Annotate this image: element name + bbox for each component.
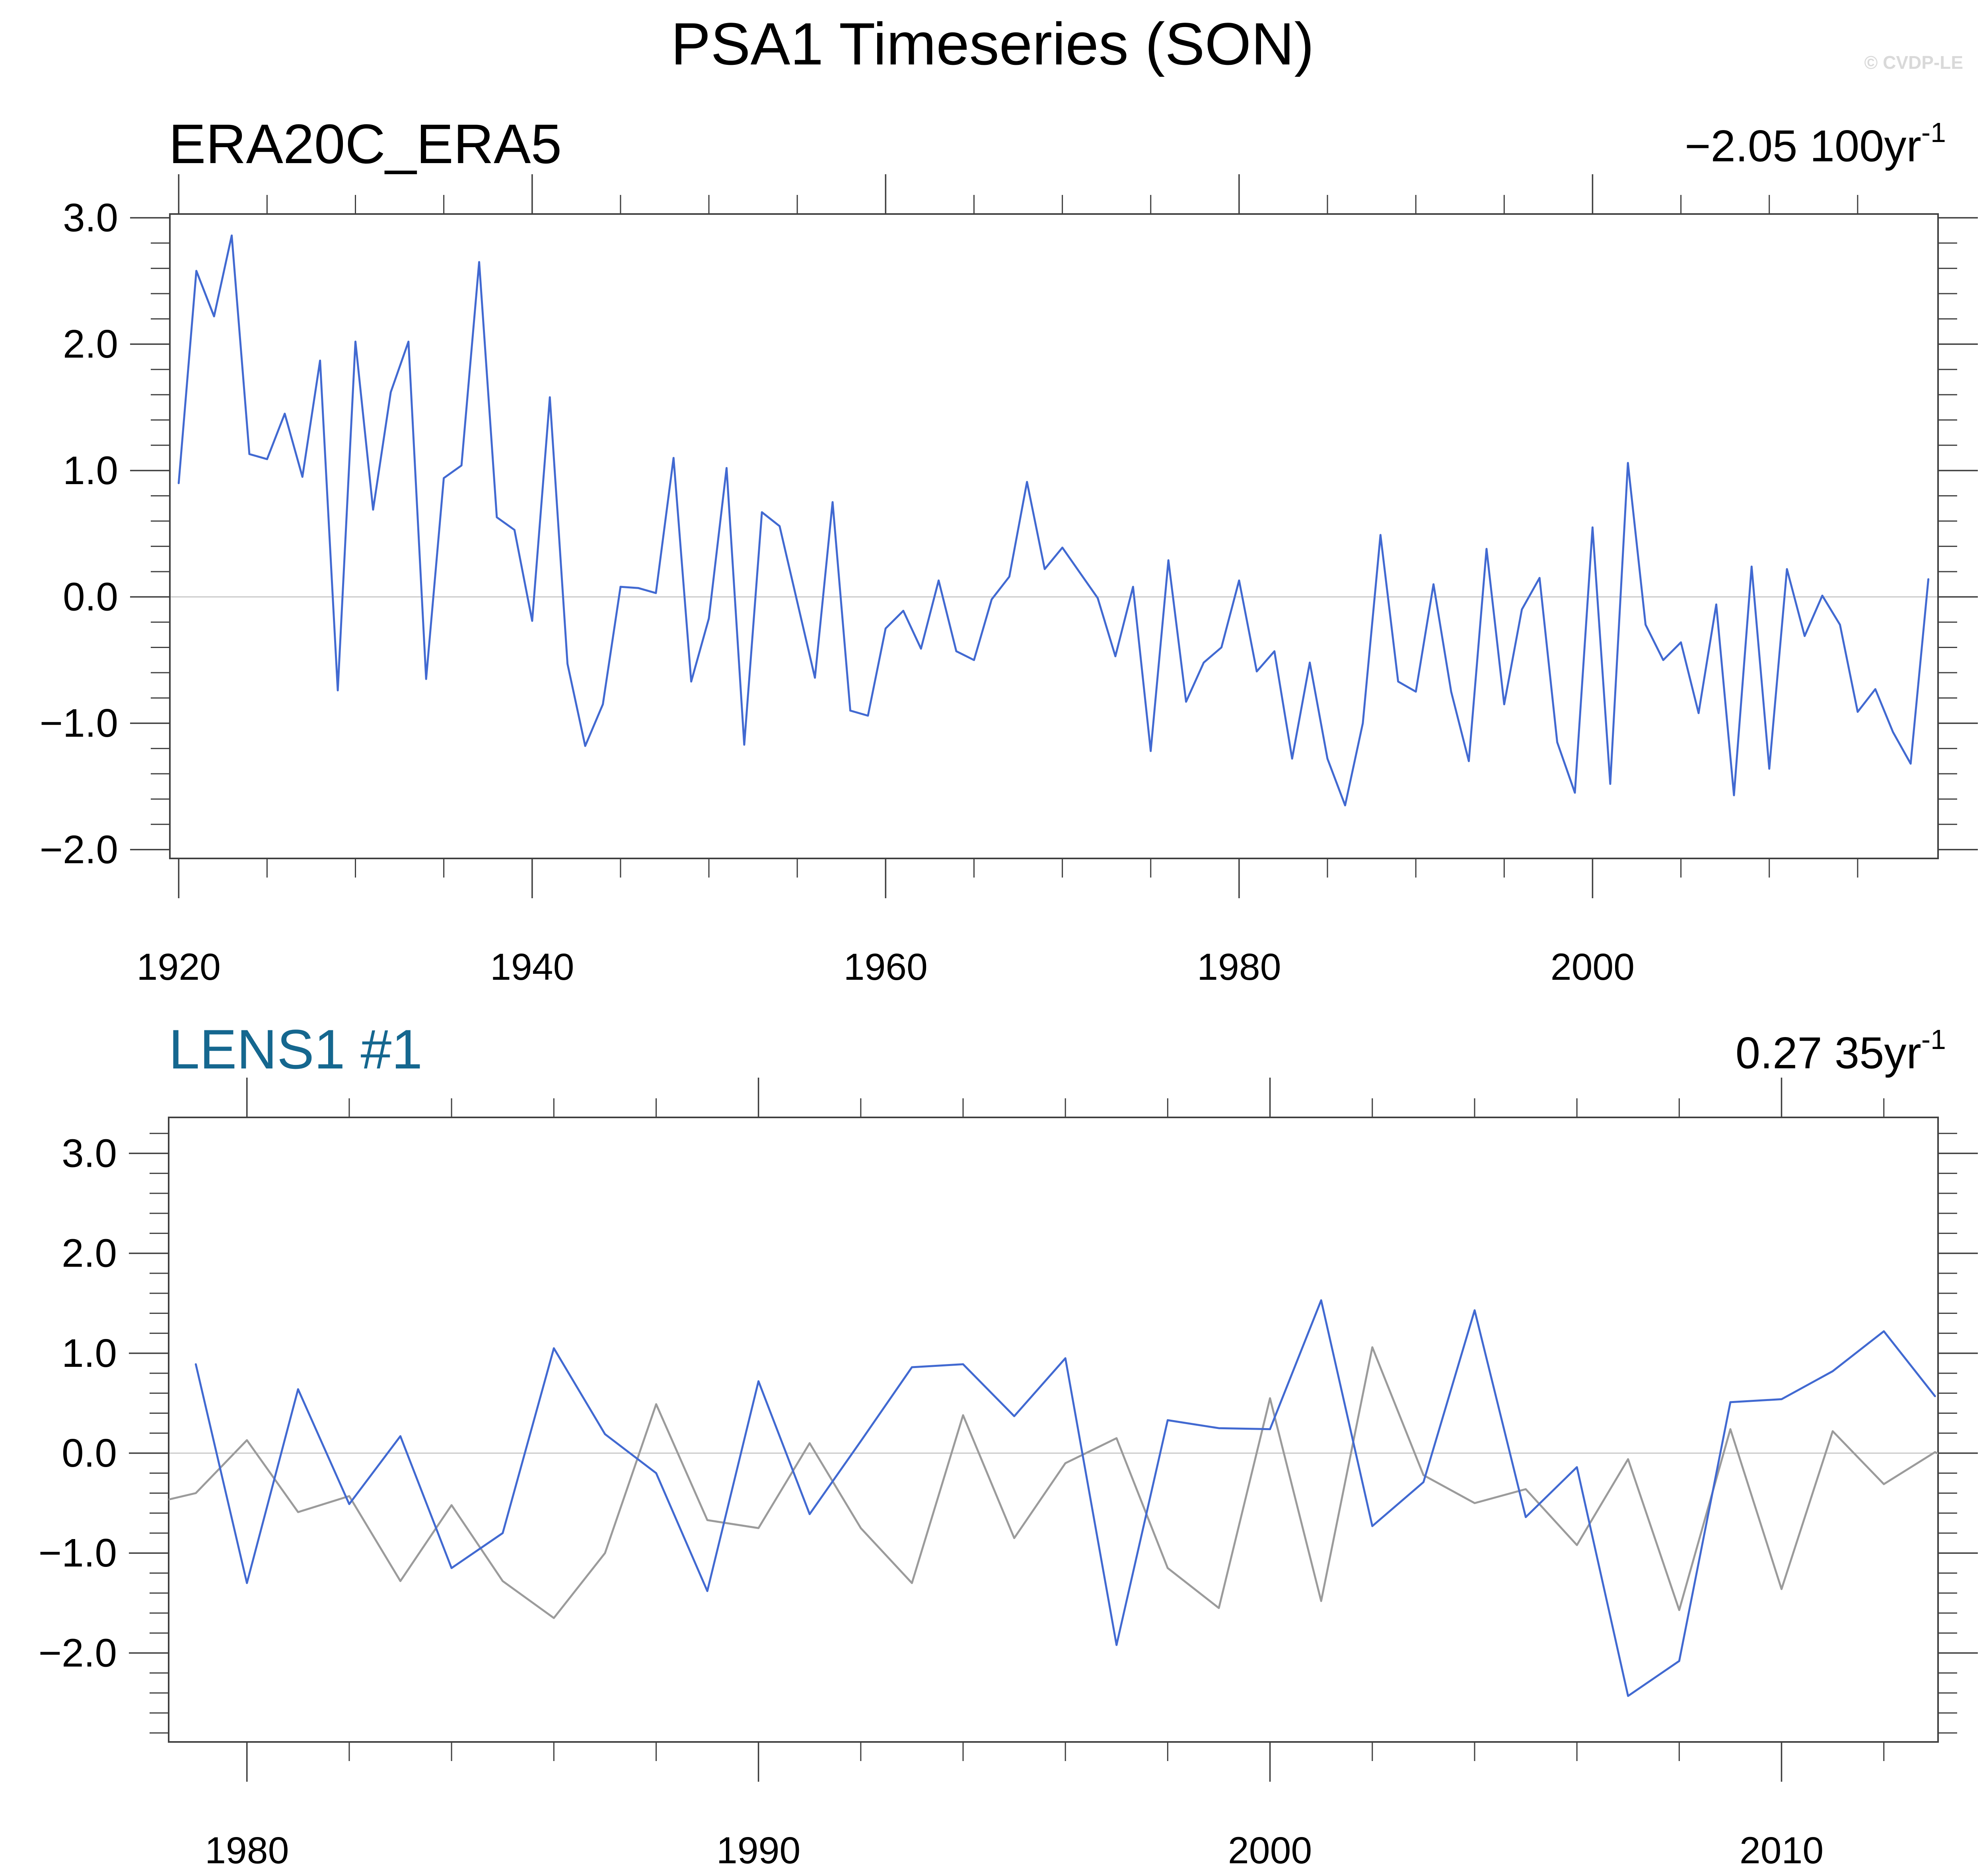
- x-tick-label: 1920: [137, 946, 221, 988]
- y-tick-label: 0.0: [62, 1431, 117, 1475]
- y-tick-label: −2.0: [39, 1631, 117, 1675]
- era20c-era5-line: [177, 234, 1930, 807]
- panel-plot-1: 1980 1990 2000 2010 −2.0 −1.0 0.0 1.0 2.0 3.0: [39, 1078, 1978, 1872]
- x-tick-label: 1940: [490, 946, 574, 988]
- x-tick-label: 1990: [716, 1829, 800, 1872]
- x-tick-label: 1980: [1197, 946, 1281, 988]
- era20c-era5-reference-line: [169, 1346, 1938, 1619]
- panel-plot-0: 1920 1940 1960 1980 2000 −2.0 −1.0 0.0 1.0 2.0 3.0: [40, 174, 1978, 988]
- y-tick-label: 3.0: [63, 196, 118, 240]
- x-tick-label: 2000: [1551, 946, 1635, 988]
- panel-trend-lens1: 0.27 35yr-1: [1735, 1026, 1946, 1078]
- plot-frame: [168, 1117, 1939, 1743]
- y-tick-label: 3.0: [62, 1131, 117, 1175]
- y-tick-label: 0.0: [63, 574, 118, 619]
- y-tick-label: 1.0: [63, 448, 118, 493]
- plot-frame: [169, 213, 1939, 859]
- y-tick-label: 2.0: [62, 1231, 117, 1276]
- trend-value-lens: 0.27 35yr: [1735, 1028, 1921, 1078]
- y-tick-label: −2.0: [40, 827, 118, 872]
- lens1-1-line: [195, 1299, 1936, 1697]
- page-title: PSA1 Timeseries (SON): [671, 10, 1314, 77]
- x-tick-label: 1960: [844, 946, 928, 988]
- x-tick-label: 1980: [205, 1829, 289, 1872]
- panel-title-lens1: LENS1 #1: [169, 1018, 423, 1080]
- trend-value-era: −2.05 100yr: [1685, 121, 1921, 171]
- panel-trend-era20c-era5: −2.05 100yr-1: [1685, 119, 1946, 171]
- trend-exponent-lens: -1: [1921, 1024, 1946, 1055]
- trend-exponent-era: -1: [1921, 117, 1946, 148]
- x-tick-label: 2000: [1228, 1829, 1312, 1872]
- y-tick-label: −1.0: [39, 1531, 117, 1575]
- y-tick-label: −1.0: [40, 701, 118, 745]
- panel-title-era20c-era5: ERA20C_ERA5: [169, 113, 562, 175]
- watermark: © CVDP-LE: [1864, 52, 1963, 73]
- y-tick-label: 2.0: [63, 322, 118, 366]
- y-tick-label: 1.0: [62, 1331, 117, 1376]
- x-tick-label: 2010: [1740, 1829, 1823, 1872]
